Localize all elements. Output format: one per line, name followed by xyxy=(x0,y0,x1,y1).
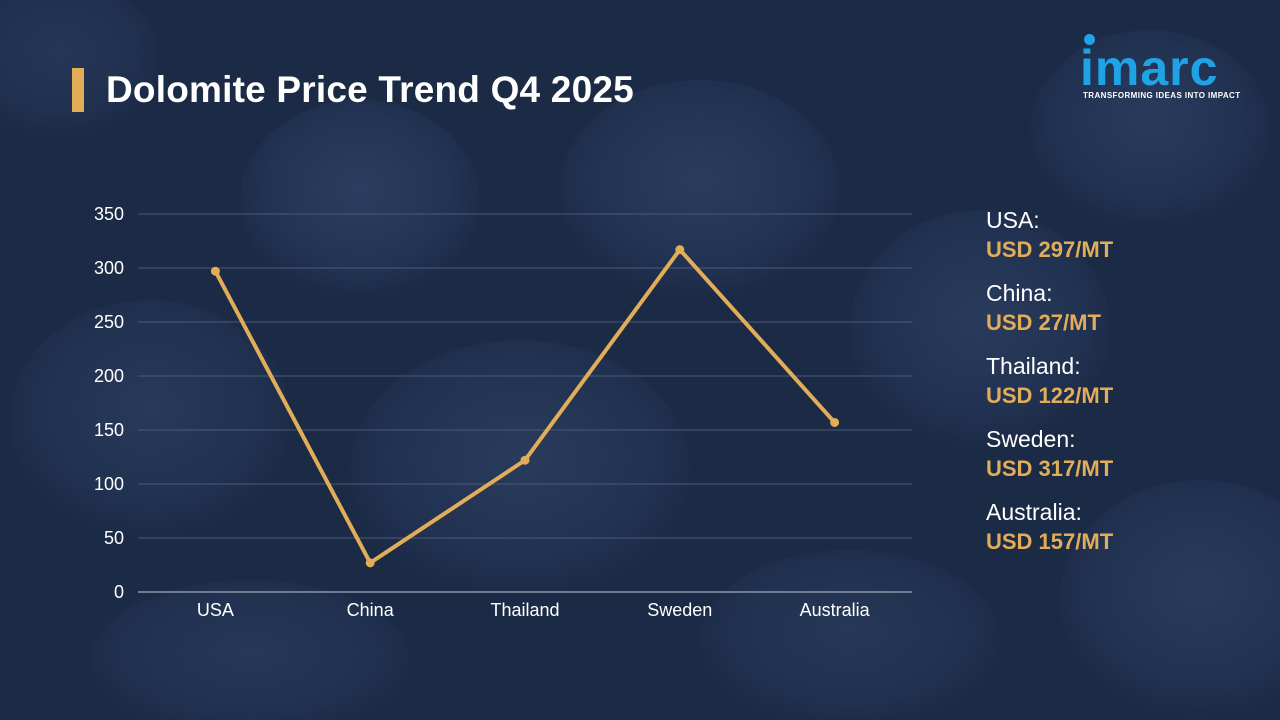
legend-price: USD 157/MT xyxy=(986,529,1114,554)
series-layer xyxy=(210,245,840,568)
legend-country: USA: xyxy=(986,207,1040,233)
data-point xyxy=(210,266,220,276)
data-point xyxy=(675,245,685,255)
y-tick-label: 50 xyxy=(104,528,124,548)
legend-country: Australia: xyxy=(986,499,1082,525)
y-axis-ticks: 0 50 100 150 200 250 300 350 xyxy=(94,204,124,602)
x-tick-label: Australia xyxy=(800,600,871,620)
legend-item: Sweden: USD 317/MT xyxy=(986,425,1113,483)
y-tick-label: 200 xyxy=(94,366,124,386)
x-tick-label: Thailand xyxy=(490,600,559,620)
legend-item: Australia: USD 157/MT xyxy=(986,498,1113,556)
legend-price: USD 27/MT xyxy=(986,310,1101,335)
price-legend: USA: USD 297/MT China: USD 27/MT Thailand: US… xyxy=(986,206,1113,571)
y-tick-label: 300 xyxy=(94,258,124,278)
x-tick-label: USA xyxy=(197,600,234,620)
logo-dot-icon xyxy=(1084,34,1095,45)
legend-country: Sweden: xyxy=(986,426,1076,452)
logo-wordmark: imarc xyxy=(1080,40,1219,96)
x-tick-label: China xyxy=(347,600,395,620)
title-block: Dolomite Price Trend Q4 2025 xyxy=(72,68,634,112)
legend-item: USA: USD 297/MT xyxy=(986,206,1113,264)
series-line xyxy=(213,247,837,565)
logo-tagline: TRANSFORMING IDEAS INTO IMPACT xyxy=(1083,91,1241,100)
data-point xyxy=(830,417,840,427)
x-tick-label: Sweden xyxy=(647,600,712,620)
y-tick-label: 350 xyxy=(94,204,124,224)
y-tick-label: 150 xyxy=(94,420,124,440)
line-chart: 0 50 100 150 200 250 300 350 USA China Thailand Sw… xyxy=(94,204,912,620)
data-point xyxy=(520,455,530,465)
legend-country: China: xyxy=(986,280,1053,306)
y-tick-label: 100 xyxy=(94,474,124,494)
grid-lines xyxy=(138,213,912,593)
x-axis-ticks: USA China Thailand Sweden Australia xyxy=(197,600,871,620)
title-accent-bar xyxy=(72,68,84,112)
imarc-logo: imarc TRANSFORMING IDEAS INTO IMPACT xyxy=(1080,32,1248,104)
legend-price: USD 317/MT xyxy=(986,456,1114,481)
legend-price: USD 122/MT xyxy=(986,383,1114,408)
data-point xyxy=(365,558,375,568)
legend-price: USD 297/MT xyxy=(986,237,1114,262)
page-title: Dolomite Price Trend Q4 2025 xyxy=(106,69,634,110)
y-tick-label: 0 xyxy=(114,582,124,602)
legend-item: China: USD 27/MT xyxy=(986,279,1113,337)
y-tick-label: 250 xyxy=(94,312,124,332)
legend-item: Thailand: USD 122/MT xyxy=(986,352,1113,410)
legend-country: Thailand: xyxy=(986,353,1081,379)
